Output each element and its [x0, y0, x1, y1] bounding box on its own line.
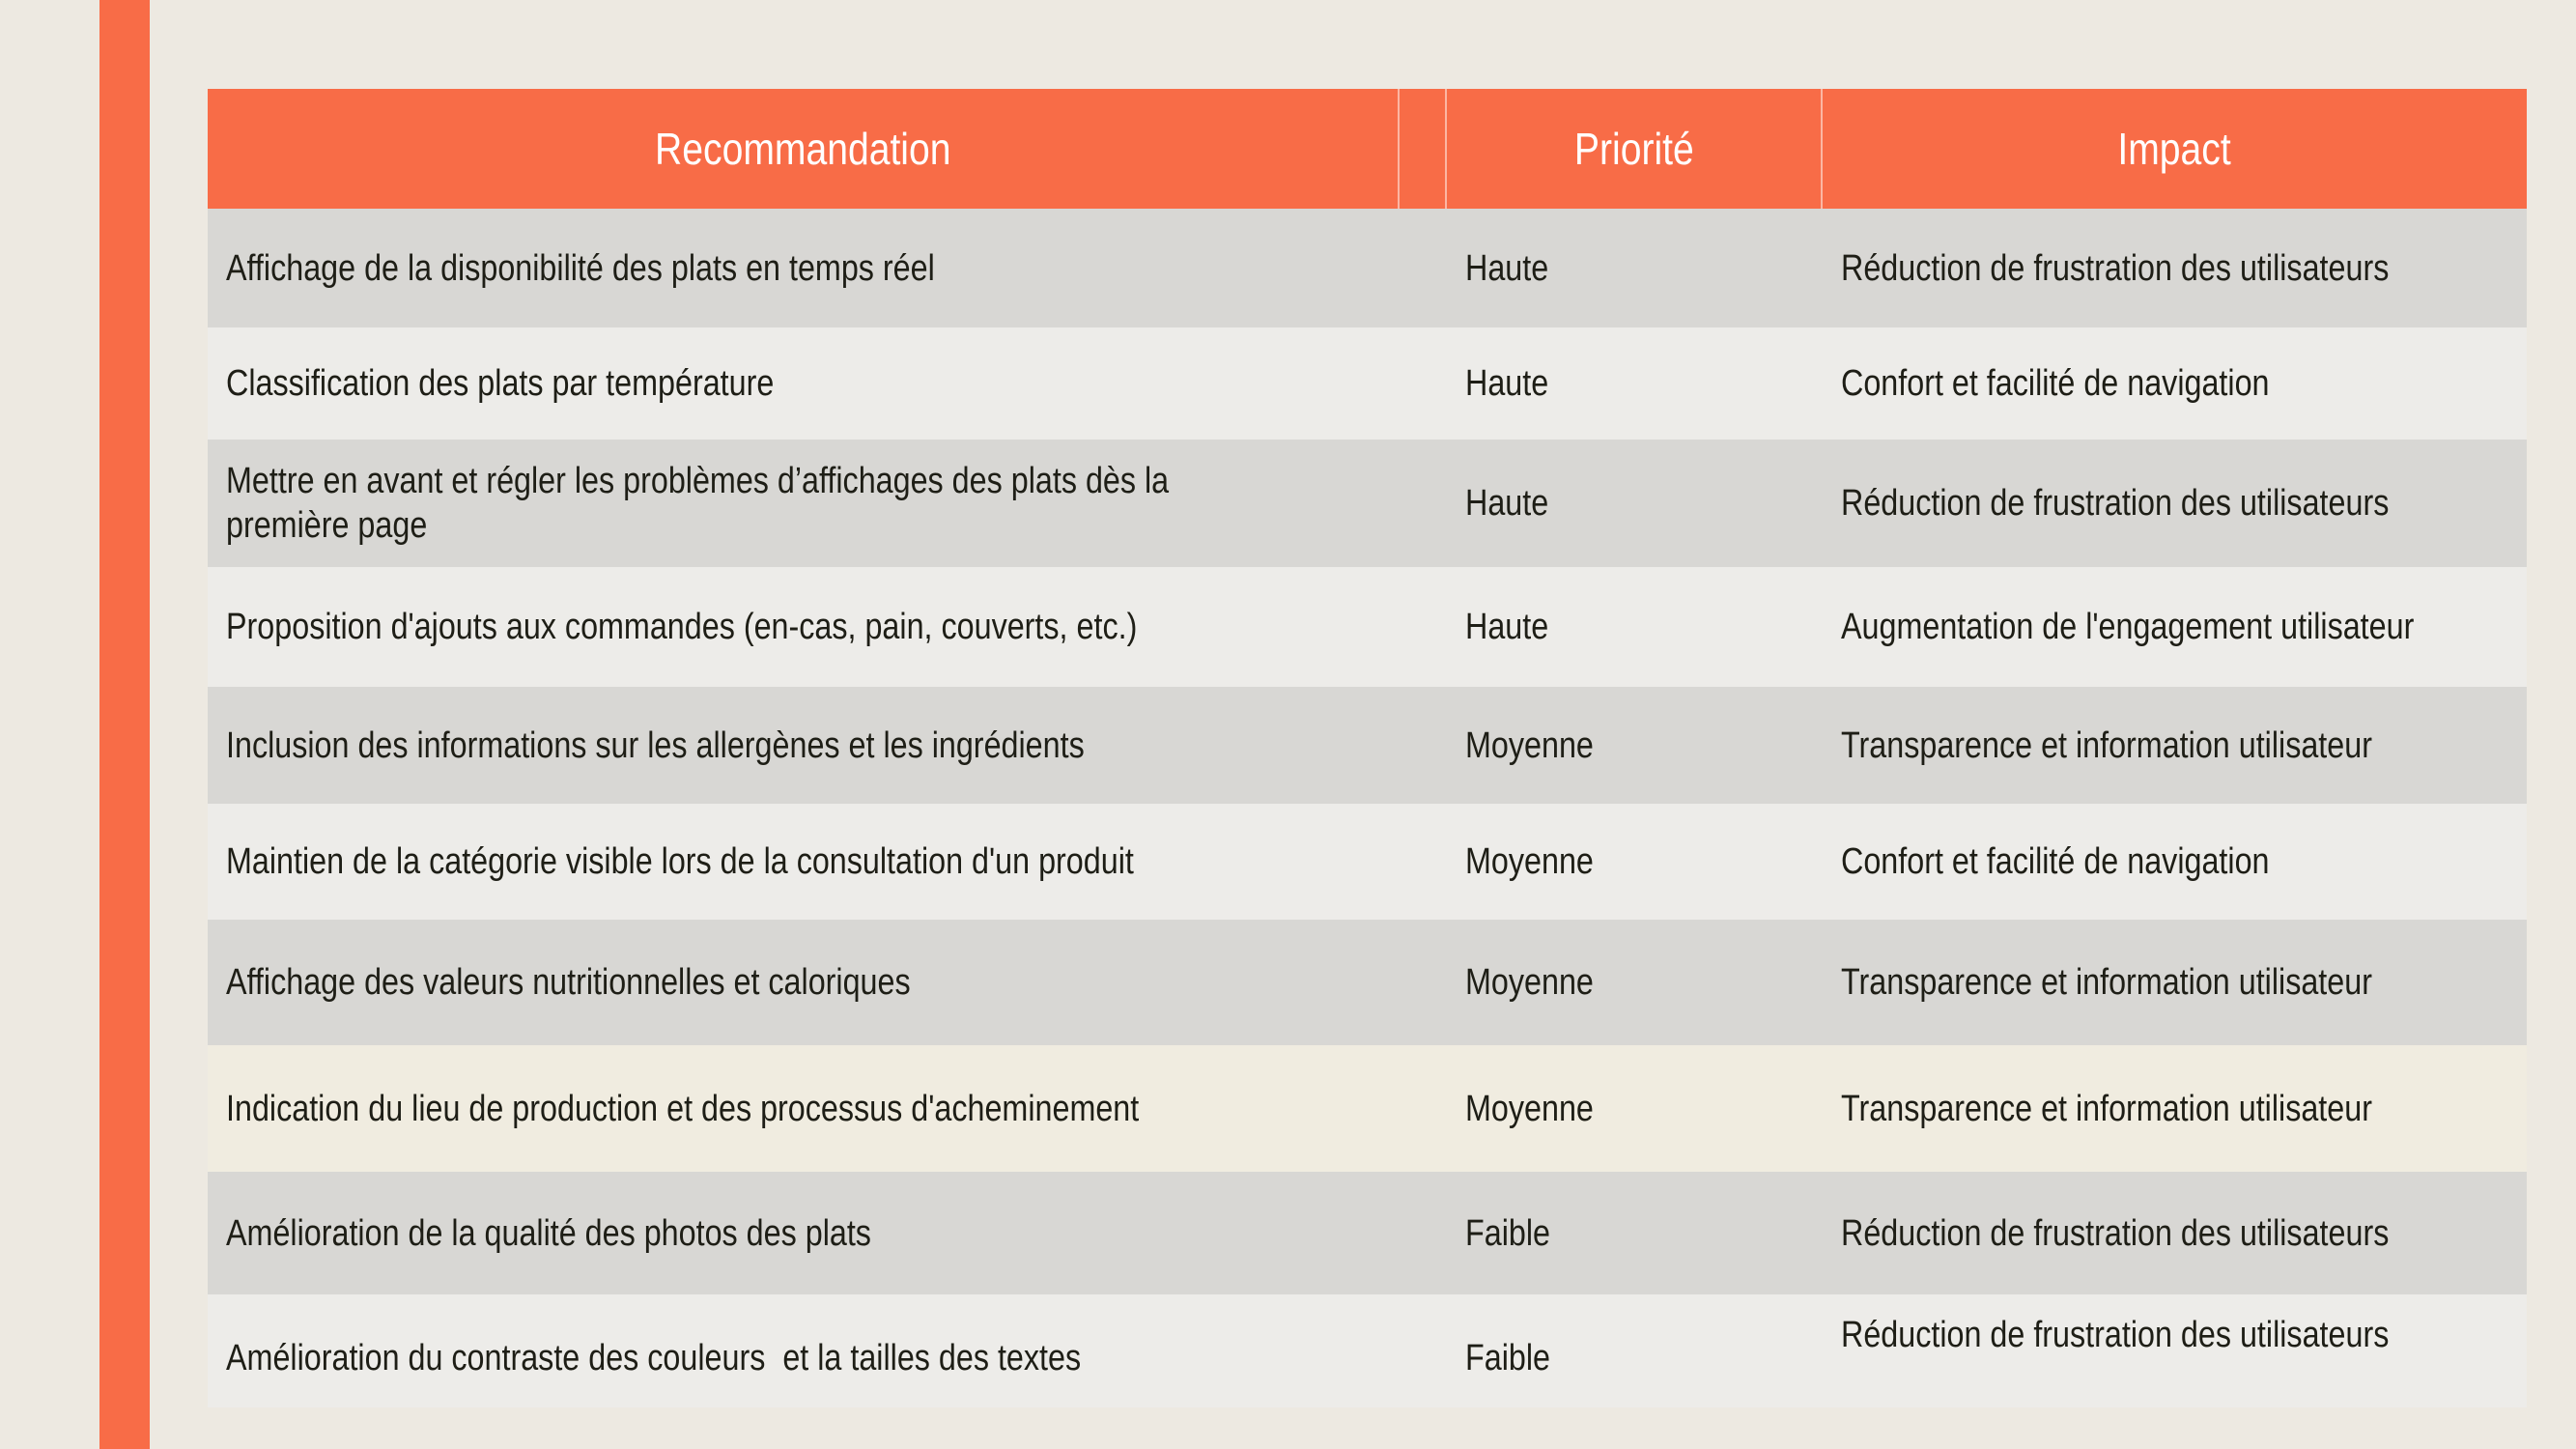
cell-recommendation-text: Classification des plats par température [226, 363, 775, 404]
cell-recommendation: Affichage de la disponibilité des plats … [208, 209, 1400, 327]
cell-impact: Transparence et information utilisateur [1823, 687, 2527, 804]
cell-impact: Augmentation de l'engagement utilisateur [1823, 567, 2527, 687]
cell-impact-text: Réduction de frustration des utilisateur… [1841, 483, 2390, 524]
cell-recommendation: Proposition d'ajouts aux commandes (en-c… [208, 567, 1400, 687]
cell-priority-text: Faible [1465, 1337, 1550, 1378]
table-row: Mettre en avant et régler les problèmes … [208, 440, 2527, 567]
table-row: Amélioration du contraste des couleurs e… [208, 1294, 2527, 1407]
cell-priority-text: Moyenne [1465, 841, 1594, 882]
table-row: Maintien de la catégorie visible lors de… [208, 804, 2527, 920]
cell-impact-text: Augmentation de l'engagement utilisateur [1841, 607, 2415, 647]
table-row: Inclusion des informations sur les aller… [208, 687, 2527, 804]
cell-recommendation-text: Maintien de la catégorie visible lors de… [226, 841, 1134, 882]
cell-impact: Transparence et information utilisateur [1823, 1045, 2527, 1172]
cell-spacer [1400, 687, 1447, 804]
cell-spacer [1400, 440, 1447, 567]
cell-recommendation: Indication du lieu de production et des … [208, 1045, 1400, 1172]
cell-priority: Moyenne [1447, 804, 1823, 920]
header-cell-spacer [1400, 89, 1447, 209]
cell-impact: Confort et facilité de navigation [1823, 804, 2527, 920]
table-row: Classification des plats par température… [208, 327, 2527, 440]
cell-priority: Faible [1447, 1294, 1823, 1407]
cell-spacer [1400, 327, 1447, 440]
cell-recommendation-text: Proposition d'ajouts aux commandes (en-c… [226, 607, 1138, 647]
cell-priority-text: Haute [1465, 483, 1549, 524]
table-header-row: Recommandation Priorité Impact [208, 89, 2527, 209]
cell-priority: Faible [1447, 1172, 1823, 1294]
cell-impact-text: Transparence et information utilisateur [1841, 724, 2372, 766]
cell-impact: Réduction de frustration des utilisateur… [1823, 440, 2527, 567]
cell-recommendation: Amélioration de la qualité des photos de… [208, 1172, 1400, 1294]
accent-stripe [99, 0, 150, 1449]
recommendations-table: Recommandation Priorité Impact Affichage… [208, 89, 2527, 1407]
cell-priority-text: Moyenne [1465, 962, 1594, 1003]
cell-recommendation-text: Affichage des valeurs nutritionnelles et… [226, 962, 911, 1003]
cell-impact-text: Confort et facilité de navigation [1841, 363, 2270, 404]
cell-recommendation-text: Amélioration du contraste des couleurs e… [226, 1337, 1082, 1378]
header-recommendation-label: Recommandation [654, 124, 951, 174]
cell-recommendation: Affichage des valeurs nutritionnelles et… [208, 920, 1400, 1045]
cell-priority-text: Faible [1465, 1212, 1550, 1254]
cell-priority-text: Haute [1465, 363, 1549, 404]
cell-impact: Confort et facilité de navigation [1823, 327, 2527, 440]
header-priority-label: Priorité [1573, 124, 1694, 174]
cell-priority-text: Haute [1465, 607, 1549, 647]
header-cell-impact: Impact [1823, 89, 2527, 209]
cell-recommendation: Inclusion des informations sur les aller… [208, 687, 1400, 804]
cell-spacer [1400, 1045, 1447, 1172]
cell-impact-text: Confort et facilité de navigation [1841, 841, 2270, 882]
cell-impact-text: Transparence et information utilisateur [1841, 962, 2372, 1003]
cell-spacer [1400, 1294, 1447, 1407]
cell-impact-text: Transparence et information utilisateur [1841, 1088, 2372, 1129]
header-cell-priority: Priorité [1447, 89, 1823, 209]
cell-recommendation-text: Affichage de la disponibilité des plats … [226, 247, 935, 289]
cell-priority: Haute [1447, 209, 1823, 327]
header-cell-recommendation: Recommandation [208, 89, 1400, 209]
cell-recommendation-text: Mettre en avant et régler les problèmes … [226, 461, 1170, 546]
cell-priority: Haute [1447, 567, 1823, 687]
cell-priority-text: Haute [1465, 247, 1549, 289]
cell-priority: Moyenne [1447, 920, 1823, 1045]
cell-recommendation: Amélioration du contraste des couleurs e… [208, 1294, 1400, 1407]
cell-impact-text: Réduction de frustration des utilisateur… [1841, 247, 2390, 289]
table-row: Affichage de la disponibilité des plats … [208, 209, 2527, 327]
cell-spacer [1400, 209, 1447, 327]
cell-priority: Haute [1447, 440, 1823, 567]
cell-priority-text: Moyenne [1465, 1088, 1594, 1129]
cell-recommendation-text: Amélioration de la qualité des photos de… [226, 1212, 871, 1254]
cell-spacer [1400, 567, 1447, 687]
cell-impact: Transparence et information utilisateur [1823, 920, 2527, 1045]
cell-recommendation: Classification des plats par température [208, 327, 1400, 440]
cell-priority: Moyenne [1447, 687, 1823, 804]
cell-spacer [1400, 920, 1447, 1045]
cell-spacer [1400, 804, 1447, 920]
table-row: Proposition d'ajouts aux commandes (en-c… [208, 567, 2527, 687]
cell-priority: Haute [1447, 327, 1823, 440]
cell-impact: Réduction de frustration des utilisateur… [1823, 209, 2527, 327]
cell-impact: Réduction de frustration des utilisateur… [1823, 1294, 2527, 1407]
cell-impact: Réduction de frustration des utilisateur… [1823, 1172, 2527, 1294]
table-row: Amélioration de la qualité des photos de… [208, 1172, 2527, 1294]
table-row: Affichage des valeurs nutritionnelles et… [208, 920, 2527, 1045]
table-row: Indication du lieu de production et des … [208, 1045, 2527, 1172]
cell-impact-text: Réduction de frustration des utilisateur… [1841, 1314, 2390, 1355]
cell-recommendation: Mettre en avant et régler les problèmes … [208, 440, 1400, 567]
cell-impact-text: Réduction de frustration des utilisateur… [1841, 1212, 2390, 1254]
header-impact-label: Impact [2117, 124, 2232, 174]
cell-recommendation: Maintien de la catégorie visible lors de… [208, 804, 1400, 920]
cell-priority-text: Moyenne [1465, 724, 1594, 766]
cell-priority: Moyenne [1447, 1045, 1823, 1172]
cell-recommendation-text: Indication du lieu de production et des … [226, 1088, 1140, 1129]
cell-recommendation-text: Inclusion des informations sur les aller… [226, 724, 1085, 766]
cell-spacer [1400, 1172, 1447, 1294]
